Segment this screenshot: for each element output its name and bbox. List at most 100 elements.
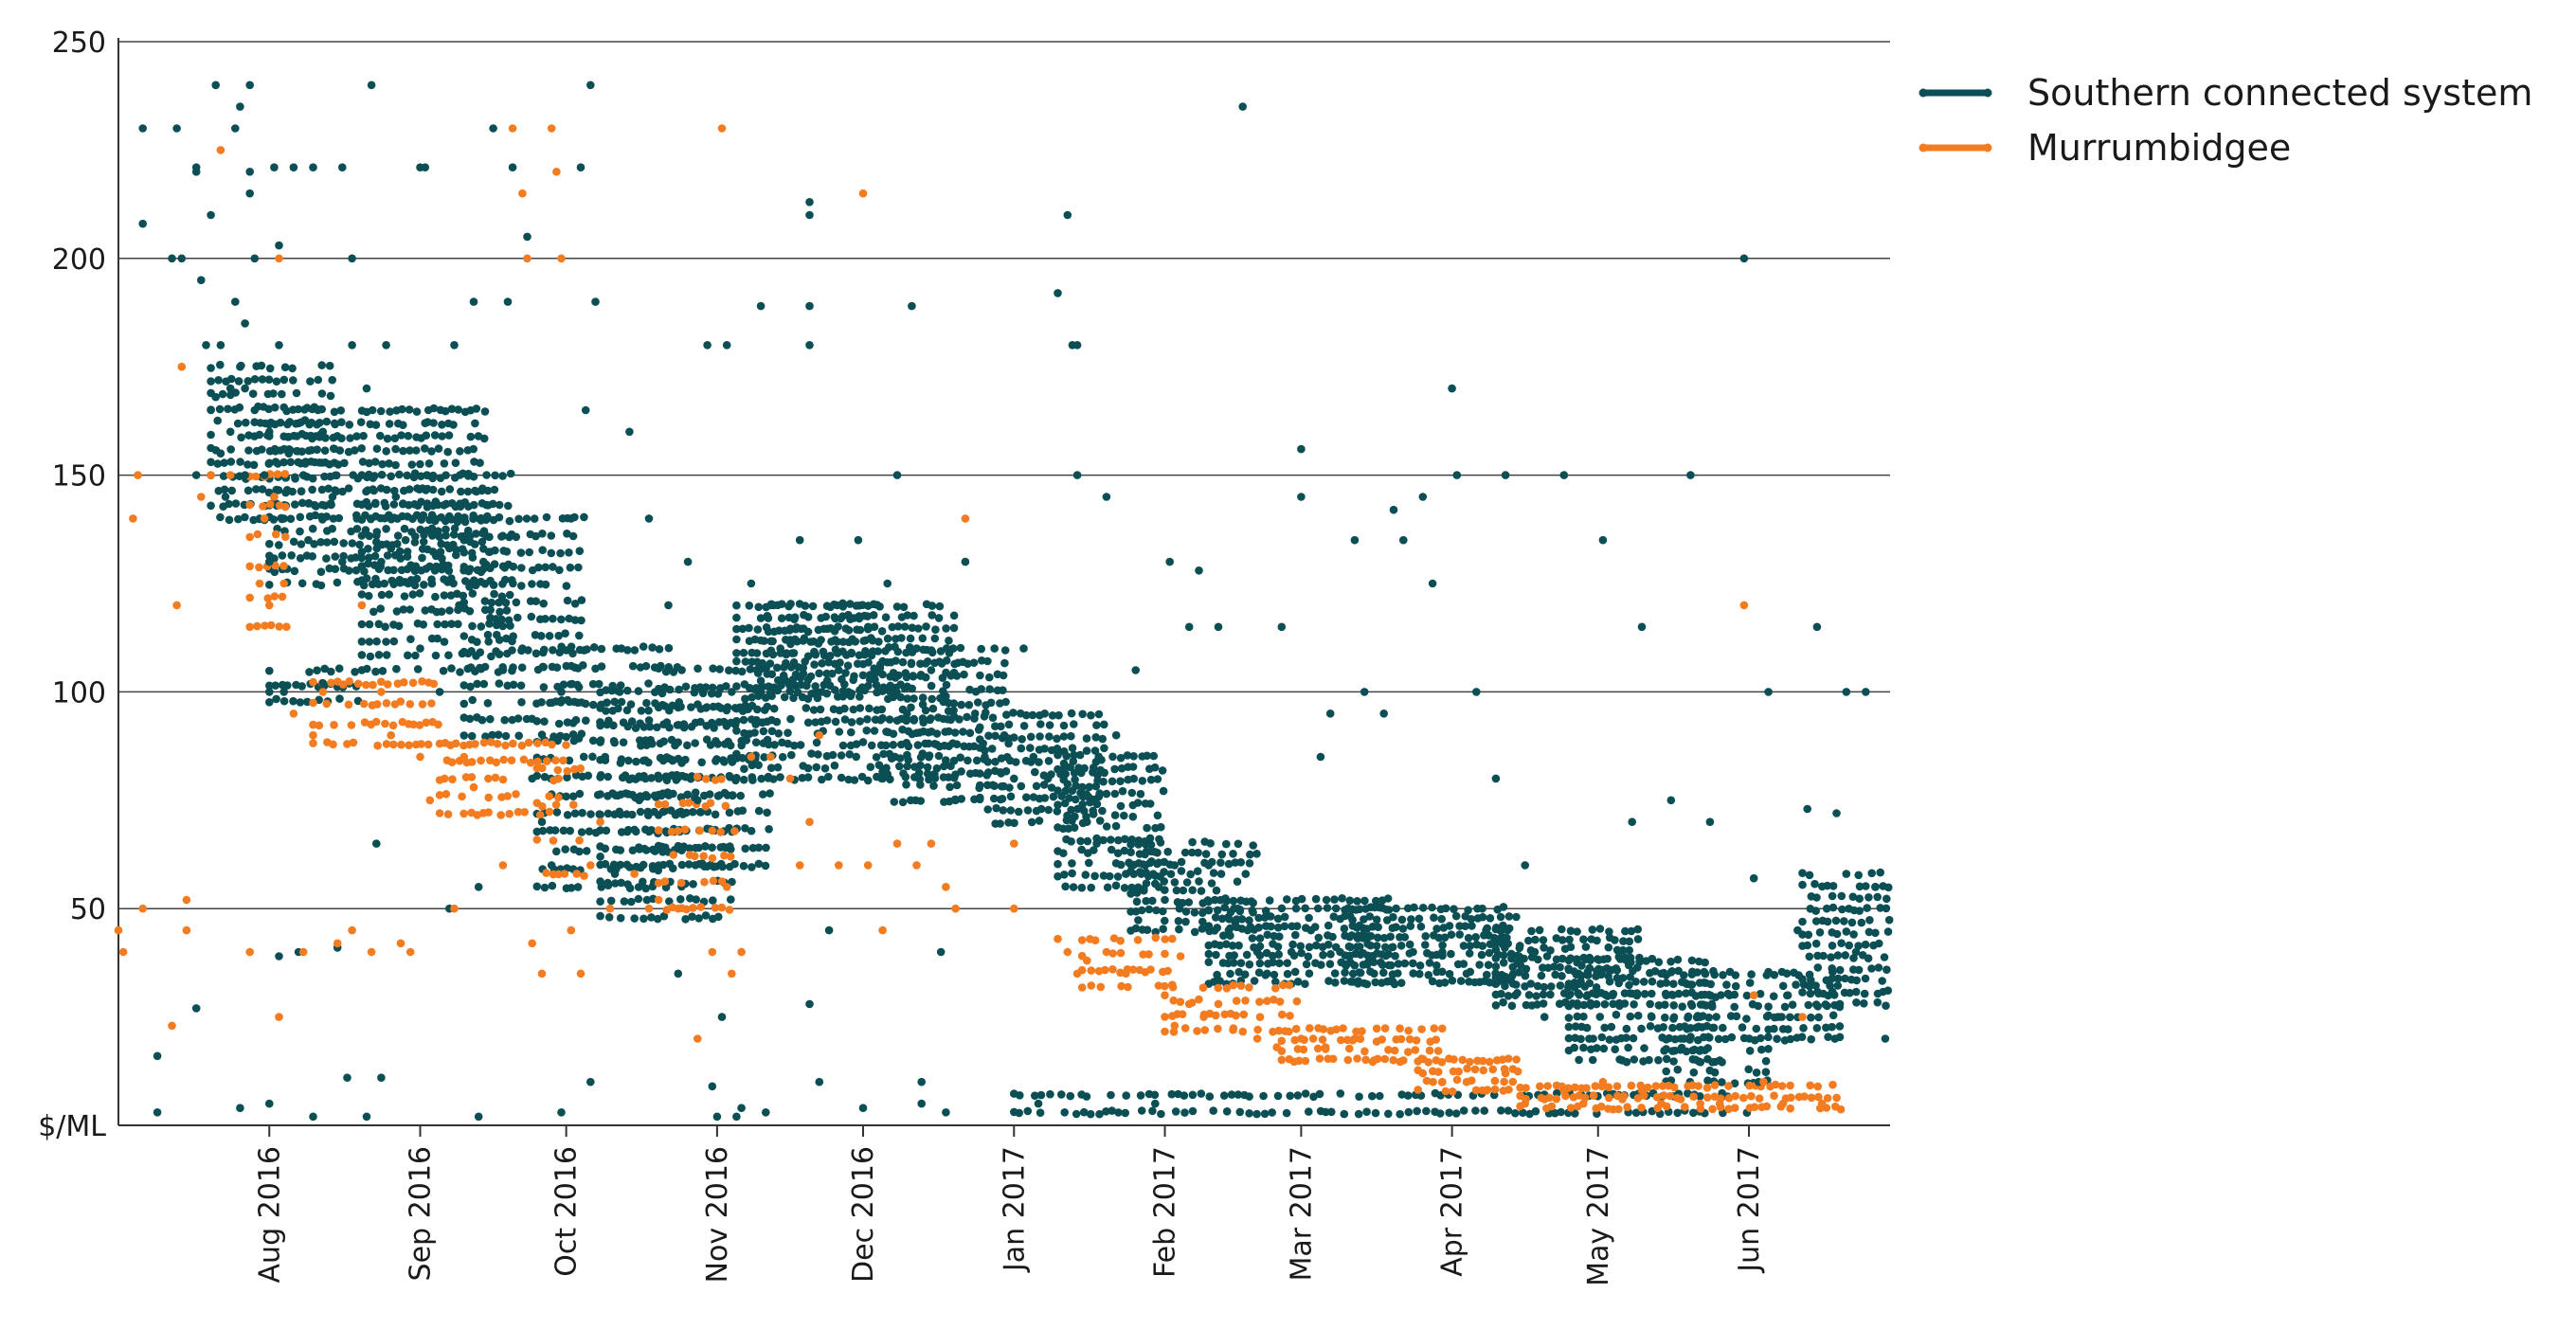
southern-point (1855, 907, 1864, 915)
murrumbidgee-point (339, 680, 348, 689)
southern-point (538, 546, 547, 554)
murrumbidgee-point (1750, 1103, 1759, 1111)
southern-point (903, 709, 911, 718)
murrumbidgee-point (372, 700, 382, 709)
southern-point (908, 301, 916, 311)
southern-point (1149, 870, 1158, 878)
murrumbidgee-point (1232, 997, 1241, 1005)
southern-point (1605, 927, 1613, 936)
southern-point (1501, 471, 1510, 479)
southern-point (1774, 1013, 1783, 1021)
southern-point (1445, 969, 1454, 979)
southern-point (325, 459, 334, 469)
southern-point (1793, 925, 1802, 935)
southern-point (275, 952, 283, 961)
southern-point (1478, 942, 1487, 950)
murrumbidgee-point (1161, 981, 1169, 991)
southern-point (407, 460, 417, 469)
southern-point (838, 638, 848, 646)
southern-point (237, 433, 245, 442)
southern-point (537, 698, 546, 707)
southern-point (959, 727, 967, 736)
southern-point (419, 537, 428, 547)
southern-point (708, 843, 716, 852)
murrumbidgee-point (1486, 1057, 1494, 1067)
southern-point (1226, 924, 1234, 933)
southern-point (1151, 927, 1160, 937)
southern-point (759, 727, 768, 736)
southern-point (709, 896, 717, 905)
southern-point (1120, 884, 1129, 892)
southern-point (1630, 1055, 1639, 1064)
southern-point (492, 620, 501, 630)
southern-point (1254, 968, 1264, 977)
southern-point (801, 602, 810, 610)
southern-point (777, 614, 786, 622)
southern-point (1601, 990, 1610, 999)
southern-point (760, 753, 768, 762)
southern-point (950, 728, 960, 737)
southern-point (1146, 775, 1156, 784)
murrumbidgee-point (694, 1034, 702, 1043)
murrumbidgee-point (1478, 1056, 1487, 1066)
southern-point (859, 637, 868, 645)
murrumbidgee-point (275, 622, 284, 631)
southern-point (318, 678, 328, 688)
southern-point (849, 705, 858, 714)
southern-point (1190, 908, 1199, 917)
southern-point (1485, 948, 1494, 958)
southern-point (570, 809, 580, 817)
southern-point (1143, 925, 1152, 934)
southern-point (291, 475, 299, 483)
murrumbidgee-point (333, 939, 342, 948)
y-tick-label: 150 (52, 460, 106, 494)
southern-point (1828, 1011, 1838, 1020)
murrumbidgee-point (805, 817, 814, 826)
southern-point (549, 563, 557, 571)
southern-point (1269, 958, 1277, 967)
southern-point (1491, 1001, 1501, 1010)
southern-point (591, 664, 600, 673)
southern-point (371, 421, 381, 429)
southern-point (952, 740, 962, 748)
murrumbidgee-point (858, 189, 868, 198)
southern-point (597, 662, 606, 671)
southern-point (766, 789, 774, 798)
southern-point (889, 741, 898, 749)
southern-point (447, 515, 456, 524)
southern-point (725, 666, 733, 674)
southern-point (322, 554, 331, 563)
southern-point (634, 687, 643, 695)
southern-point (1464, 933, 1473, 943)
murrumbidgee-point (271, 561, 279, 570)
southern-point (1236, 858, 1246, 867)
southern-point (286, 514, 296, 523)
murrumbidgee-point (1128, 965, 1138, 974)
southern-point (852, 752, 860, 762)
southern-point (1413, 1106, 1421, 1116)
southern-point (1243, 925, 1252, 935)
southern-point (310, 500, 319, 510)
southern-point (1539, 990, 1548, 999)
southern-point (1135, 868, 1144, 876)
southern-point (1098, 734, 1107, 744)
southern-point (763, 808, 771, 817)
murrumbidgee-point (377, 688, 386, 696)
southern-point (1378, 979, 1386, 987)
southern-point (1588, 925, 1597, 934)
southern-point (863, 622, 873, 632)
southern-point (625, 427, 634, 437)
southern-point (596, 810, 604, 819)
southern-point (653, 723, 661, 732)
southern-point (1461, 922, 1469, 930)
southern-point (935, 602, 945, 611)
southern-point (1648, 989, 1656, 998)
southern-point (279, 375, 289, 385)
southern-point (1625, 945, 1633, 955)
southern-point (822, 689, 832, 698)
southern-point (498, 580, 507, 588)
southern-point (1399, 535, 1408, 545)
southern-point (387, 544, 396, 553)
southern-point (1161, 895, 1169, 905)
southern-point (1873, 997, 1882, 1007)
